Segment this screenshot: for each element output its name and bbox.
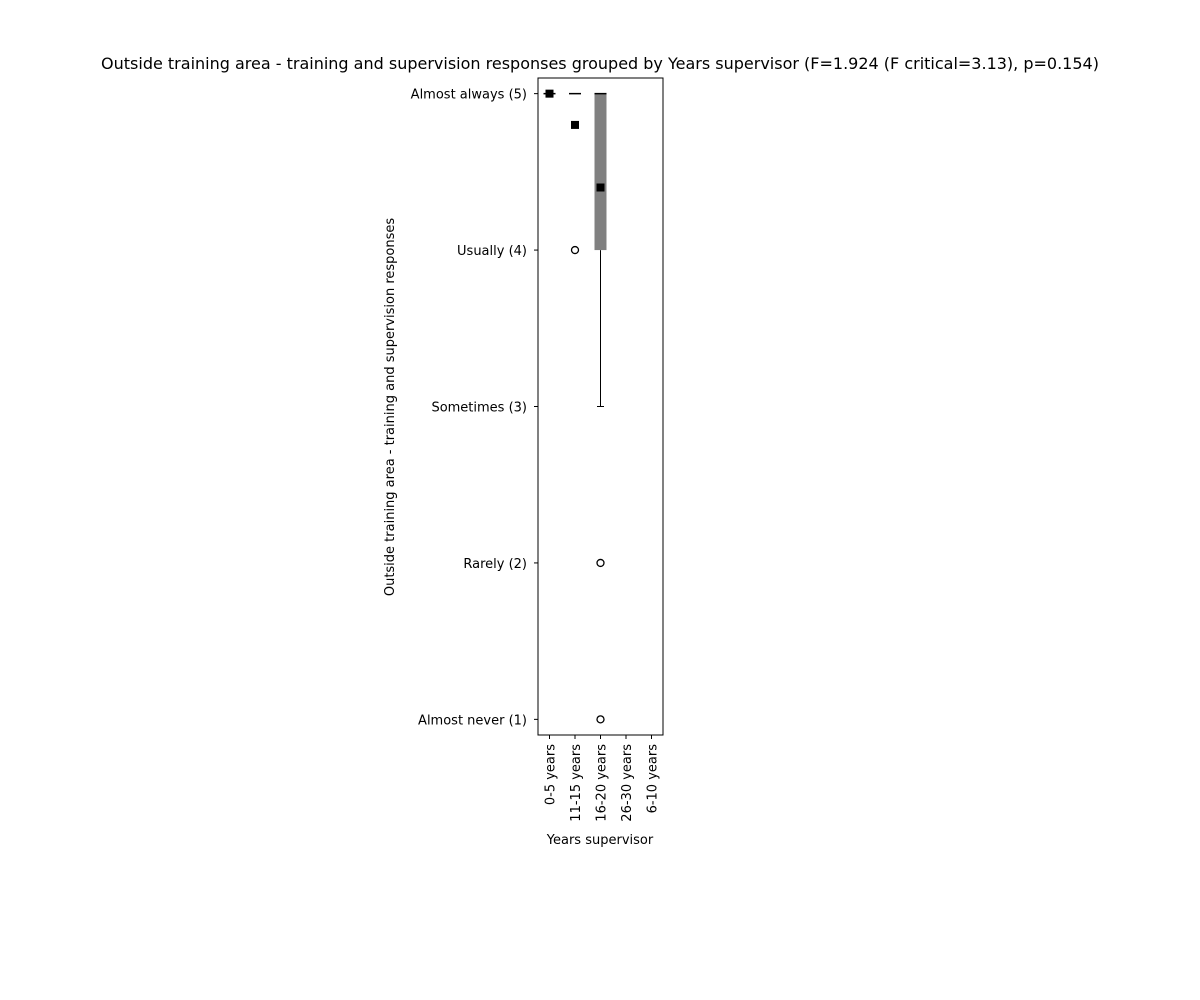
mean-marker: [545, 89, 554, 98]
y-tick-label: Usually (4): [457, 244, 527, 259]
x-tick-label: 0-5 years: [544, 744, 559, 805]
mean-marker: [596, 183, 605, 192]
y-axis-ticks: Almost always (5) Usually (4) Sometimes (3…: [411, 88, 538, 728]
x-axis-ticks: 0-5 years 11-15 years 16-20 years 26-30 yea…: [544, 735, 661, 822]
box-iqr: [594, 93, 607, 251]
x-tick-label: 6-10 years: [646, 744, 661, 814]
x-tick-label: 16-20 years: [595, 744, 610, 822]
y-tick-label: Sometimes (3): [431, 401, 527, 416]
box-series: [543, 89, 607, 724]
y-tick-label: Rarely (2): [463, 557, 527, 572]
x-axis-title: Years supervisor: [546, 833, 654, 848]
box-0-5-years: [543, 89, 556, 98]
outlier-point: [596, 715, 605, 724]
chart-title: Outside training area - training and sup…: [101, 54, 1099, 73]
outlier-point: [596, 558, 605, 568]
x-tick-label: 26-30 years: [620, 744, 635, 822]
box-11-15-years: [569, 92, 581, 255]
y-axis-title: Outside training area - training and sup…: [383, 218, 398, 597]
mean-marker: [571, 120, 579, 129]
outlier-point: [570, 245, 580, 255]
y-tick-label: Almost always (5): [411, 88, 527, 103]
y-tick-label: Almost never (1): [418, 713, 527, 728]
x-tick-label: 11-15 years: [569, 744, 584, 822]
box-16-20-years: [594, 92, 607, 724]
